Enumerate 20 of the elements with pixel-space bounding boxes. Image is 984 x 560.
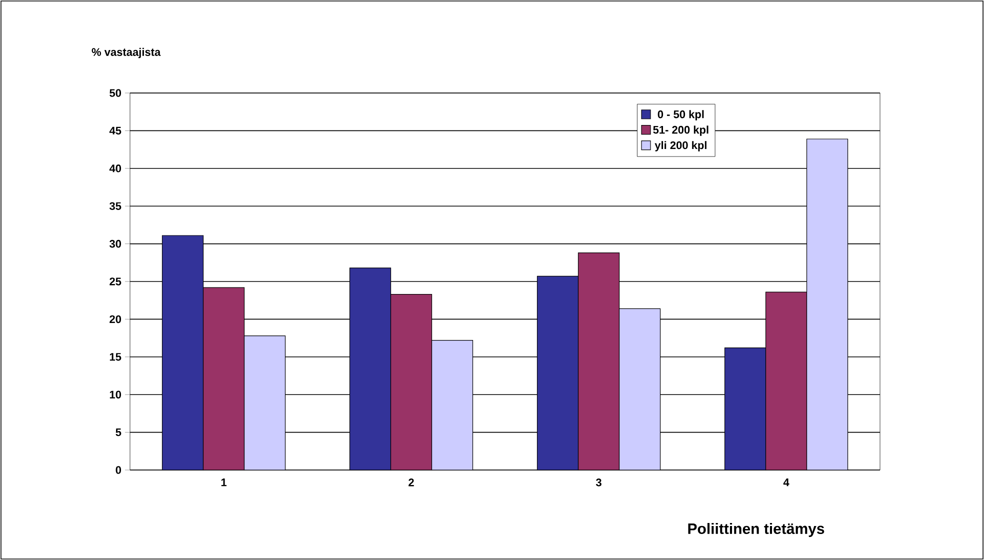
y-tick-label: 10	[110, 390, 122, 398]
y-tick-label: 5	[116, 428, 122, 436]
y-tick-label: 45	[109, 126, 122, 135]
y-tick-label: 30	[109, 240, 122, 248]
x-tick-label: 4	[783, 478, 790, 486]
x-axis-title: Poliittinen tietämys	[688, 523, 824, 537]
legend-label: yli 200 kpl	[654, 141, 706, 152]
y-axis-title: % vastaajista	[92, 48, 161, 58]
legend-label: 51- 200 kpl	[653, 126, 708, 136]
y-tick-label: 15	[110, 353, 122, 361]
y-tick-label: 20	[110, 315, 122, 324]
x-tick-label: 1	[221, 478, 226, 486]
y-tick-label: 40	[109, 164, 122, 172]
y-tick-label: 0	[116, 466, 122, 474]
y-tick-label: 35	[109, 202, 122, 210]
x-tick-label: 2	[408, 478, 414, 486]
x-tick-label: 3	[596, 478, 602, 486]
legend-label: 0 - 50 kpl	[658, 110, 704, 120]
y-tick-label: 50	[110, 89, 122, 97]
y-tick-label: 25	[110, 278, 122, 286]
